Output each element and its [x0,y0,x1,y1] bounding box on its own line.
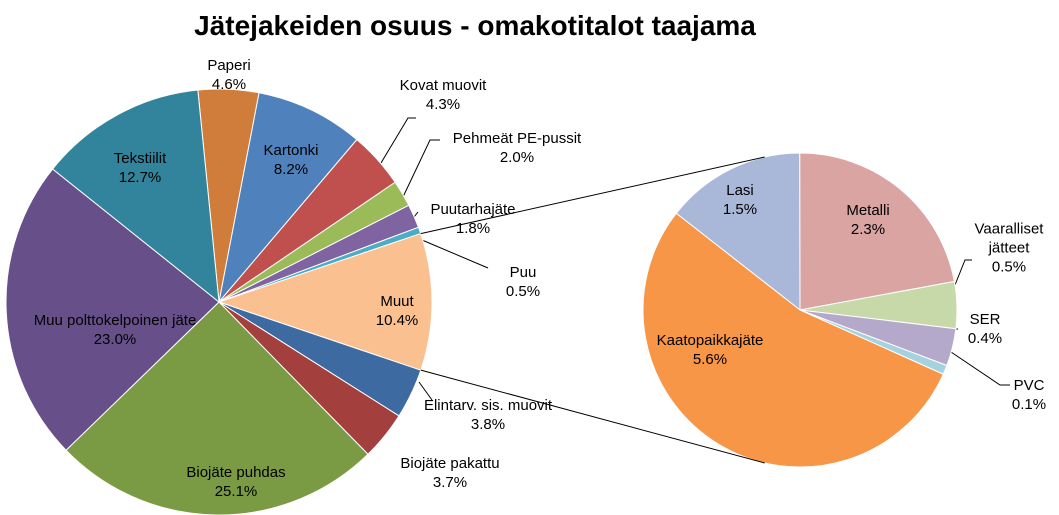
connector-line [420,156,765,235]
slice-label: PVC 0.1% [1012,376,1046,414]
slice-value: 8.2% [273,161,309,178]
slice-name: Biojäte pakattu [400,455,500,472]
slice-name: Elintarv. sis. muovit [423,397,553,414]
slice-label: Muu polttokelpoinen jäte 23.0% [25,311,205,349]
slice-label: Lasi 1.5% [723,181,757,219]
leader-line [954,259,972,286]
slice-label: Puutarhajäte 1.8% [430,200,515,238]
slice-name: Kartonki [263,142,319,159]
slice-name: Biojäte puhdas [186,464,286,481]
pie-slice [217,232,433,371]
slice-value: 2.0% [499,149,535,166]
slice-name: Kaatopaikkajäte [656,332,764,349]
slice-name: Muut [380,293,414,310]
slice-name: Muu polttokelpoinen jäte [33,312,197,329]
slice-label: Metalli 2.3% [846,201,889,239]
slice-value: 4.6% [211,76,247,93]
slice-name: Paperi [207,57,251,74]
pie-slice [5,168,220,451]
leader-line [418,381,433,401]
slice-value: 12.7% [118,169,162,186]
slice-value: 0.1% [1011,396,1047,413]
slice-label: Puu 0.5% [506,263,540,301]
slice-label: Elintarv. sis. muovit 3.8% [424,396,552,434]
slice-name: Metalli [846,202,890,219]
slice-name: SER [969,311,1001,328]
slice-label: Kaatopaikkajäte 5.6% [657,331,764,369]
pie-slice [799,152,955,311]
slice-label: SER 0.4% [968,310,1002,348]
slice-value: 3.8% [470,416,506,433]
slice-name: Kovat muovit [399,77,487,94]
slice-value: 10.4% [375,312,419,329]
slice-label: Muut 10.4% [376,292,419,330]
slice-label: Vaaralliset jätteet 0.5% [969,220,1049,277]
leader-line [380,117,416,164]
pie-slice [51,89,220,304]
pie-slice [675,152,801,312]
slice-name: Puu [509,264,537,281]
slice-label: Biojäte pakattu 3.7% [400,454,499,492]
slice-label: Kartonki 8.2% [263,141,318,179]
slice-value: 4.3% [425,96,461,113]
slice-value: 0.5% [505,283,541,300]
slice-value: 25.1% [214,483,258,500]
slice-value: 1.5% [722,201,758,218]
slice-value: 1.8% [455,220,491,237]
slice-label: Kovat muovit 4.3% [400,76,487,114]
slice-value: 23.0% [93,331,137,348]
slice-value: 2.3% [850,221,886,238]
slice-name: Pehmeät PE-pussit [452,130,582,147]
leader-line [950,351,1010,386]
chart-title: Jätejakeiden osuus - omakotitalot taajam… [194,10,756,41]
leader-line [402,139,440,198]
slice-name: Tekstiilit [113,150,167,167]
slice-label: Paperi 4.6% [207,56,250,94]
slice-name: Lasi [726,182,754,199]
pie-slice [642,212,944,468]
slice-value: 3.7% [432,474,468,491]
slice-label: Tekstiilit 12.7% [114,149,167,187]
slice-value: 0.5% [991,258,1027,276]
slice-label: Biojäte puhdas 25.1% [186,463,285,501]
slice-name: Vaaralliset jätteet [974,220,1044,257]
slice-name: PVC [1013,377,1045,394]
connector-line [420,369,765,464]
pie-slice [218,92,358,304]
slice-name: Puutarhajäte [430,201,516,218]
leader-line [421,239,489,269]
slice-value: 5.6% [692,351,728,368]
slice-value: 0.4% [967,330,1003,347]
slice-label: Pehmeät PE-pussit 2.0% [453,129,581,167]
